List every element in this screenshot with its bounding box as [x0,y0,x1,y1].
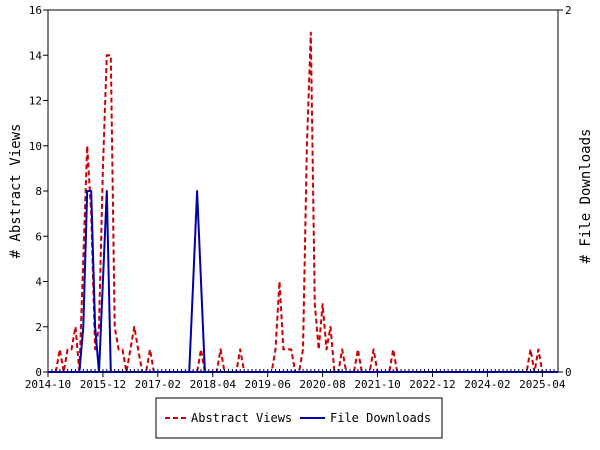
x-axis: 2014-10 2015-12 2017-02 2018-04 2019-06 2020-… [25,369,566,391]
y-tick-label: 10 [29,140,42,153]
x-tick-label: 2024-02 [464,378,510,391]
x-tick-label: 2018-04 [190,378,237,391]
y2-axis-title: # File Downloads [578,129,594,264]
y-tick-label: 16 [29,4,42,17]
y2-tick-label: 0 [565,366,572,379]
legend-label-abstract-views: Abstract Views [191,411,292,425]
x-tick-label: 2022-12 [409,378,455,391]
x-tick-label: 2017-02 [135,378,181,391]
y-tick-label: 8 [35,185,42,198]
x-tick-label: 2015-12 [80,378,126,391]
series-line-file-downloads [78,190,206,373]
y-tick-label: 2 [35,321,42,334]
x-tick-label: 2025-04 [519,378,566,391]
y-tick-label: 12 [29,95,42,108]
y-axis-title: # Abstract Views [8,124,24,259]
y-tick-label: 14 [29,49,43,62]
x-tick-label: 2021-10 [354,378,400,391]
y-tick-label: 6 [35,230,42,243]
right-axis: 02 [558,4,572,379]
y-tick-label: 0 [35,366,42,379]
legend-box [155,397,443,439]
x-tick-label: 2019-06 [245,378,291,391]
legend: Abstract Views File Downloads [155,397,443,439]
y-tick-label: 4 [35,276,42,289]
left-axis: 0 2 4 6 8 10 12 14 16 [29,4,48,379]
x-tick-label: 2020-08 [299,378,345,391]
series-line-abstract-views [54,31,544,373]
legend-label-file-downloads: File Downloads [330,411,431,425]
y2-tick-label: 2 [565,4,572,17]
x-tick-label: 2014-10 [25,378,71,391]
